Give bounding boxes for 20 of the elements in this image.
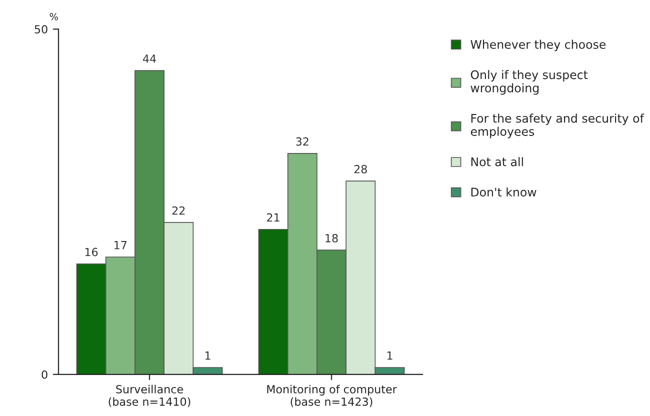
y-tick-label: 0 [42,370,48,379]
y-axis-title: % [50,12,58,20]
data-label: 1 [205,352,210,360]
legend-label: Only if they suspect wrongdoing [470,70,588,95]
data-label: 18 [326,234,338,242]
legend-label: Don't know [471,187,536,197]
y-tick-label: 50 [34,25,48,34]
data-label: 44 [142,54,156,63]
legend-label: Not at all [471,157,523,166]
data-label: 22 [172,206,185,215]
data-label: 32 [296,137,308,146]
data-label: 17 [114,241,126,250]
x-tick-label: Monitoring of computer (base n=1423) [267,384,397,408]
data-label: 1 [387,352,392,360]
legend-label: For the safety and security of employees [470,114,644,138]
data-label: 21 [267,213,280,222]
legend-label: Whenever they choose [470,40,606,52]
x-tick-label: Surveillance (base n=1410) [108,384,190,408]
data-label: 28 [354,164,367,174]
data-label: 16 [85,248,98,256]
